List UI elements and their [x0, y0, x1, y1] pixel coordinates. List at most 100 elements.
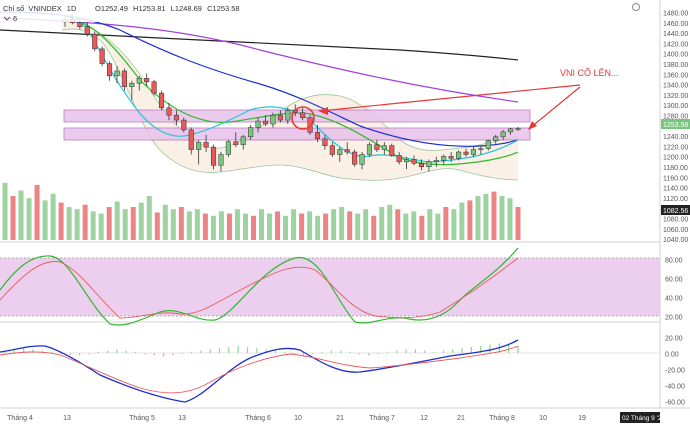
time-tick: 12: [420, 415, 428, 422]
volume-bar: [34, 185, 40, 240]
volume-bar: [154, 212, 160, 240]
candle-body: [374, 144, 380, 150]
time-tick: 21: [336, 415, 344, 422]
candle-body: [456, 151, 462, 159]
volume-bar: [307, 211, 313, 240]
time-axis[interactable]: Tháng 4 13 Tháng 5 13 Tháng 6 10 21 Tháng 7 12 21…: [7, 415, 586, 422]
volume-bar: [387, 204, 393, 240]
indicators-toggle[interactable]: 6: [3, 14, 17, 23]
candle-body: [277, 114, 283, 121]
volume-bar: [58, 202, 64, 240]
volume-bar: [395, 209, 401, 240]
highlight-circle: [291, 106, 315, 130]
candle-body: [255, 120, 261, 128]
macd-histogram-bar: [125, 350, 127, 353]
candle-body: [352, 151, 358, 165]
macd-histogram-bar: [162, 353, 165, 357]
time-tick: 19: [578, 415, 586, 422]
candle-body: [396, 155, 402, 163]
macd-histogram-bar: [97, 351, 99, 353]
annotation-arrowhead: [528, 121, 537, 130]
macd-histogram-bar: [13, 349, 15, 353]
price-tick: 1160.00: [663, 175, 688, 182]
cursor-date: 02 Tháng 9 '22: [622, 415, 665, 422]
volume-bar: [475, 196, 481, 240]
volume-bar: [138, 202, 144, 240]
stochastic-d-line: [0, 257, 519, 319]
volume-marker-badge: [661, 205, 690, 215]
volume-bar: [178, 207, 184, 240]
macd-histogram-bar: [340, 350, 342, 353]
volume-bar: [26, 198, 32, 240]
macd-histogram-bar: [218, 348, 221, 353]
stochastic-axis[interactable]: 80.00 60.00 40.00 20.00: [665, 258, 683, 322]
volume-bar: [74, 209, 80, 240]
volume-bar: [114, 201, 120, 240]
macd-histogram-bar: [489, 344, 491, 353]
candle-body: [173, 114, 179, 121]
volume-marker-value: 1082.56: [663, 208, 688, 215]
candle-body: [493, 136, 499, 141]
macd-histogram-bar: [237, 345, 239, 353]
candle-body: [366, 144, 373, 155]
candle-body: [500, 131, 506, 138]
candle-body: [107, 63, 113, 77]
price-tick: 1420.00: [663, 41, 688, 48]
candle-body: [441, 156, 447, 161]
volume-bar: [226, 213, 232, 240]
time-tick: Tháng 4: [7, 415, 33, 422]
price-tick: 1380.00: [663, 62, 688, 69]
price-tick: 1240.00: [663, 134, 688, 141]
stochastic-zone: [0, 258, 660, 316]
candle-body: [463, 151, 469, 155]
candle-body: [314, 132, 321, 140]
chevron-down-icon: [3, 16, 11, 21]
symbol-title[interactable]: Chỉ số VNINDEX 1D: [3, 4, 77, 13]
macd-histogram-bar: [209, 349, 211, 353]
annotation-arrow: [529, 86, 581, 129]
price-tick: 1140.00: [663, 186, 688, 193]
macd-histogram-bar: [88, 353, 90, 355]
resistance-zone: [63, 109, 531, 123]
volume-bar: [411, 211, 417, 240]
candle-body: [389, 145, 395, 156]
volume-bar: [146, 196, 152, 240]
price-tick: 1440.00: [663, 31, 688, 38]
volume-bar: [347, 211, 353, 240]
macd-axis[interactable]: 20.00 0.00 -20.00 -40.00 -60.00: [665, 336, 685, 407]
candle-body: [181, 119, 187, 131]
macd-histogram-bar: [69, 353, 71, 356]
annotation-text: VNI CỐ LÊN...: [560, 67, 619, 78]
volume-bar: [339, 207, 345, 240]
volume-bar: [50, 193, 56, 240]
macd-histogram-bar: [265, 349, 267, 353]
macd-histogram-bar: [107, 350, 109, 353]
candle-body: [418, 163, 425, 168]
price-tick: 1280.00: [663, 114, 688, 121]
volume-bar: [459, 202, 465, 240]
volume-bar: [10, 196, 16, 240]
macd-histogram-bar: [424, 350, 426, 353]
settings-gear[interactable]: [632, 3, 640, 11]
macd-histogram-bar: [134, 351, 137, 353]
macd-tick: 0.00: [665, 352, 679, 359]
candle-body: [151, 81, 157, 94]
volume-bar: [267, 213, 273, 240]
macd-histogram-bar: [396, 350, 398, 353]
macd-histogram-bar: [228, 347, 230, 353]
macd-histogram-bar: [181, 353, 183, 355]
volume-bar: [98, 213, 104, 240]
candle-body: [188, 129, 194, 150]
stochastic-tick: 80.00: [665, 258, 683, 265]
close-value: C1253.58: [207, 4, 240, 13]
ma-blue-line: [0, 11, 519, 147]
macd-histogram-bar: [41, 350, 43, 353]
candle-body: [84, 26, 90, 35]
candle-body: [426, 161, 432, 168]
candle-body: [240, 136, 246, 145]
macd-histogram-bar: [23, 348, 25, 353]
macd-line: [0, 339, 519, 403]
volume-bar: [42, 200, 48, 240]
